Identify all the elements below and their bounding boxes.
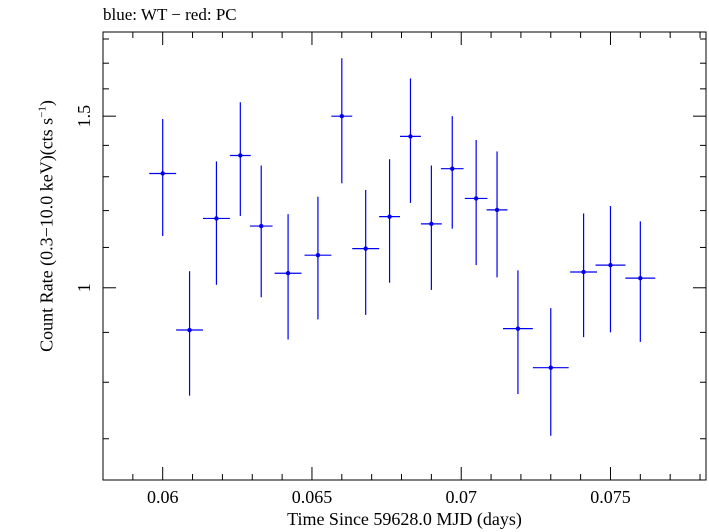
data-point <box>352 189 380 315</box>
data-point <box>464 139 488 266</box>
y-axis-label-suffix: ) <box>36 100 57 107</box>
y-axis: 11.5 <box>74 38 706 440</box>
point-marker <box>187 327 192 333</box>
data-point <box>440 116 464 229</box>
data-point <box>532 308 569 436</box>
data-point <box>149 118 177 237</box>
x-tick-label: 0.06 <box>147 487 179 507</box>
data-point <box>570 213 598 338</box>
data-point <box>625 221 656 342</box>
data-point <box>503 270 533 395</box>
chart-title: blue: WT − red: PC <box>103 5 237 24</box>
point-marker <box>387 214 392 219</box>
data-point <box>331 58 353 184</box>
point-marker <box>608 262 613 268</box>
data-series <box>149 58 656 436</box>
data-point <box>304 196 332 320</box>
y-tick-label: 1 <box>74 283 94 292</box>
data-point <box>400 78 421 203</box>
point-marker <box>429 221 434 227</box>
data-point <box>595 206 626 333</box>
y-axis-label-main: Count Rate (0.3−10.0 keV)(cts s <box>36 117 57 352</box>
data-point <box>249 165 273 298</box>
x-axis-label: Time Since 59628.0 MJD (days) <box>287 509 522 529</box>
data-point <box>203 161 230 285</box>
point-marker <box>339 113 345 119</box>
point-marker <box>473 196 479 201</box>
point-marker <box>450 166 455 171</box>
data-point <box>420 165 442 290</box>
point-marker <box>494 207 500 213</box>
data-point <box>486 151 508 278</box>
point-marker <box>515 326 521 331</box>
x-tick-label: 0.075 <box>590 487 631 507</box>
data-point <box>229 102 251 216</box>
point-marker <box>315 253 321 258</box>
point-marker <box>408 134 413 139</box>
point-marker <box>285 271 291 276</box>
point-marker <box>214 216 219 221</box>
point-marker <box>581 269 586 275</box>
point-marker <box>238 153 243 158</box>
point-marker <box>548 365 553 370</box>
y-axis-label: Count Rate (0.3−10.0 keV)(cts s−1) <box>37 100 58 352</box>
data-point <box>274 214 302 340</box>
point-marker <box>259 223 264 229</box>
plot-frame <box>102 31 707 481</box>
x-tick-label: 0.07 <box>445 487 477 507</box>
point-marker <box>160 171 165 176</box>
data-point <box>379 159 401 283</box>
y-axis-label-superscript: −1 <box>36 106 49 118</box>
data-point <box>176 271 204 396</box>
y-tick-label: 1.5 <box>74 105 94 128</box>
point-marker <box>638 275 643 281</box>
point-marker <box>363 246 368 251</box>
x-axis: 0.06 0.065 0.07 0.075 <box>102 32 701 507</box>
x-tick-label: 0.065 <box>292 487 333 507</box>
